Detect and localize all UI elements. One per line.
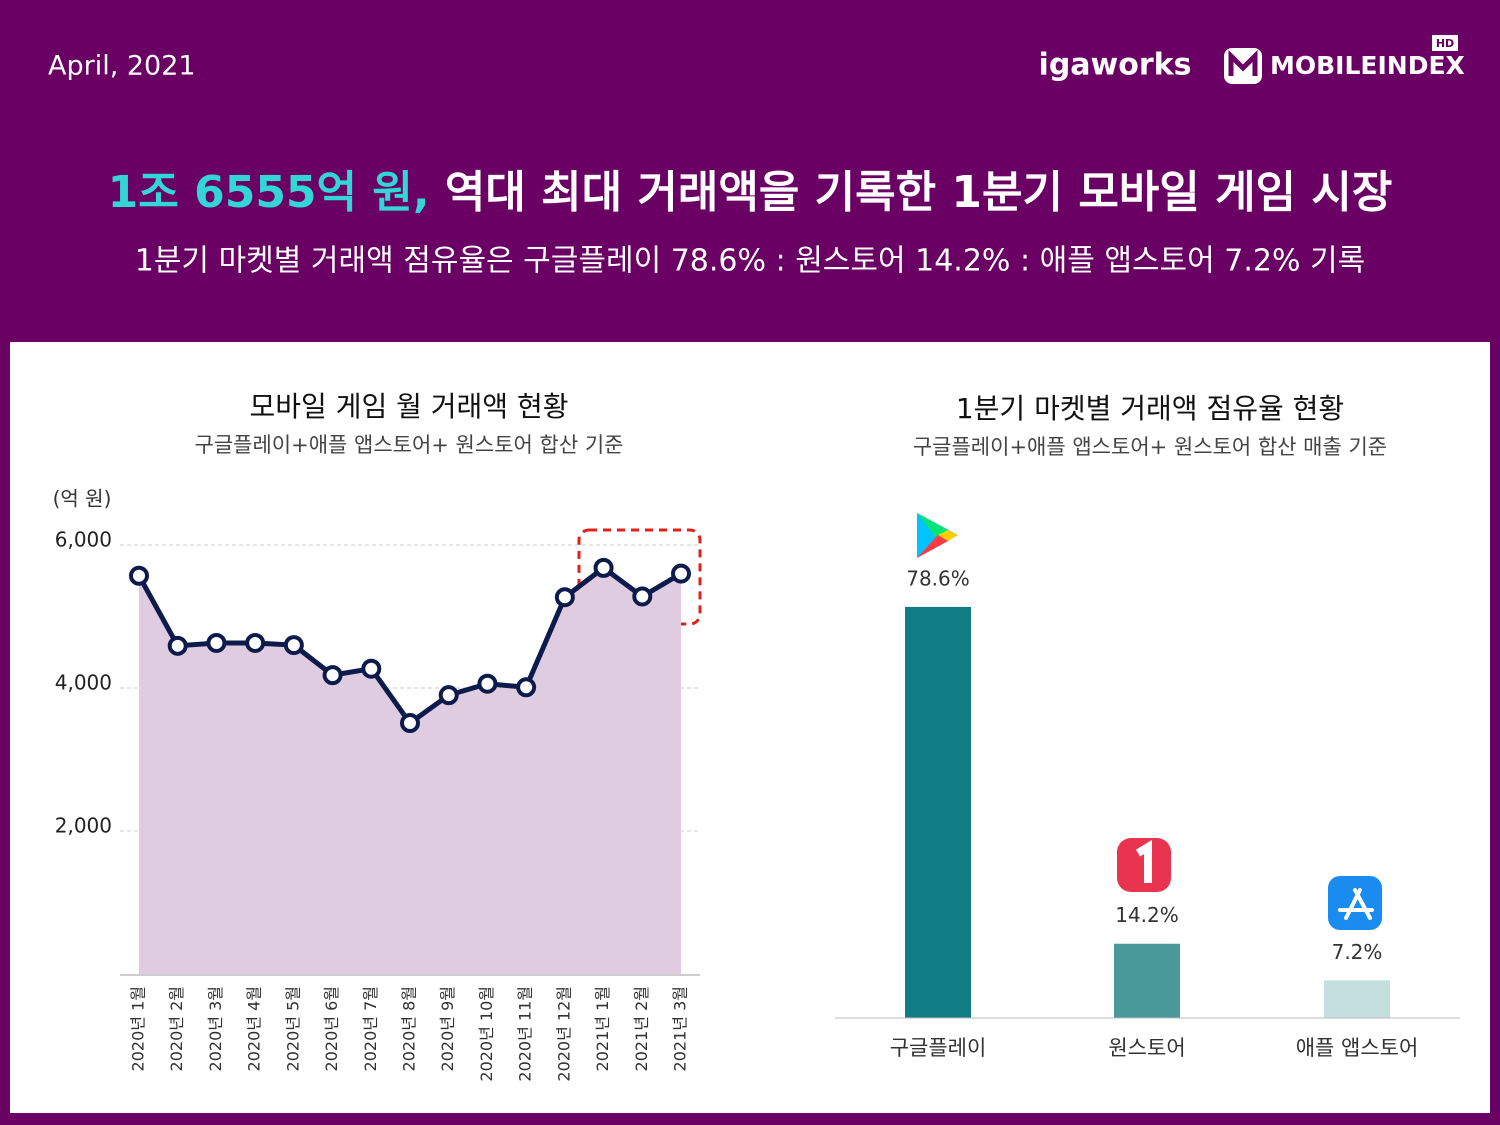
logo: igaworks xyxy=(1039,48,1192,83)
point xyxy=(206,632,227,653)
y-tick-label: 4,000 xyxy=(55,671,112,695)
y-axis-label: (억 원) xyxy=(53,487,112,511)
title: 1조 6555억 원, 역대 최대 거래액을 기록한 1분기 모바일 게임 시장 xyxy=(108,167,1393,218)
badge: HD xyxy=(1436,37,1454,50)
area xyxy=(139,567,681,974)
value-label: 14.2% xyxy=(1115,903,1179,927)
point xyxy=(129,565,149,586)
x-tick-label: 2020년 9월 xyxy=(438,986,457,1071)
y-tick-label: 6,000 xyxy=(55,528,112,552)
badge-bg xyxy=(1432,35,1458,51)
appstore-icon xyxy=(1328,876,1382,930)
x-tick-label: 애플 앱스토어 xyxy=(1296,1036,1419,1060)
x-tick-label: 2020년 1월 xyxy=(129,986,148,1071)
x-tick-label: 원스토어 xyxy=(1108,1036,1185,1060)
x-tick-label: 2020년 6월 xyxy=(322,986,341,1071)
point xyxy=(400,713,420,734)
brand: MOBILEINDEX xyxy=(1270,51,1465,80)
x-tick-label: 2021년 3월 xyxy=(671,986,690,1071)
subtitle: 1분기 마켓별 거래액 점유율은 구글플레이 78.6% : 원스토어 14.2… xyxy=(135,244,1366,279)
date: April, 2021 xyxy=(48,51,196,82)
x-tick-label: 2020년 7월 xyxy=(361,986,380,1071)
point xyxy=(361,658,382,679)
x-tick-label: 2020년 3월 xyxy=(206,986,225,1071)
brand-icon-m xyxy=(1228,49,1258,76)
value-label: 7.2% xyxy=(1332,940,1383,964)
y-tick-label: 2,000 xyxy=(55,814,112,838)
google-play-icon xyxy=(917,513,958,558)
chart-subtitle: 구글플레이+애플 앱스토어+ 원스토어 합산 기준 xyxy=(195,433,624,457)
point xyxy=(283,635,304,656)
point xyxy=(554,587,575,608)
x-tick-label: 2020년 8월 xyxy=(400,986,419,1071)
x-tick-label: 2021년 2월 xyxy=(632,986,651,1071)
title-main: 역대 최대 거래액을 기록한 1분기 모바일 게임 시장 xyxy=(445,167,1392,218)
bar xyxy=(1324,980,1390,1018)
x-tick-label: 2020년 4월 xyxy=(245,986,264,1071)
point xyxy=(593,557,614,578)
value-label: 78.6% xyxy=(906,566,970,590)
point xyxy=(167,635,188,656)
x-tick-label: 2021년 1월 xyxy=(593,986,612,1071)
chart-subtitle: 구글플레이+애플 앱스토어+ 원스토어 합산 매출 기준 xyxy=(913,435,1387,459)
title-highlight: 1조 6555억 원, xyxy=(108,167,430,218)
onestore-icon xyxy=(1117,838,1171,892)
bar xyxy=(1114,943,1180,1018)
point xyxy=(516,677,537,698)
point xyxy=(245,632,266,653)
chart-title: 모바일 게임 월 거래액 현황 xyxy=(250,390,569,423)
point xyxy=(322,665,343,686)
x-tick-label: 2020년 5월 xyxy=(283,986,302,1071)
bar xyxy=(905,606,971,1018)
x-tick-label: 2020년 11월 xyxy=(516,986,535,1082)
point xyxy=(671,563,691,584)
point xyxy=(477,673,498,694)
point xyxy=(632,586,653,607)
point xyxy=(438,685,459,706)
chart-title: 1분기 마켓별 거래액 점유율 현황 xyxy=(956,392,1344,425)
x-tick-label: 구글플레이 xyxy=(890,1036,987,1060)
x-tick-label: 2020년 10월 xyxy=(477,986,496,1082)
x-tick-label: 2020년 2월 xyxy=(167,986,186,1071)
x-tick-label: 2020년 12월 xyxy=(554,986,573,1082)
